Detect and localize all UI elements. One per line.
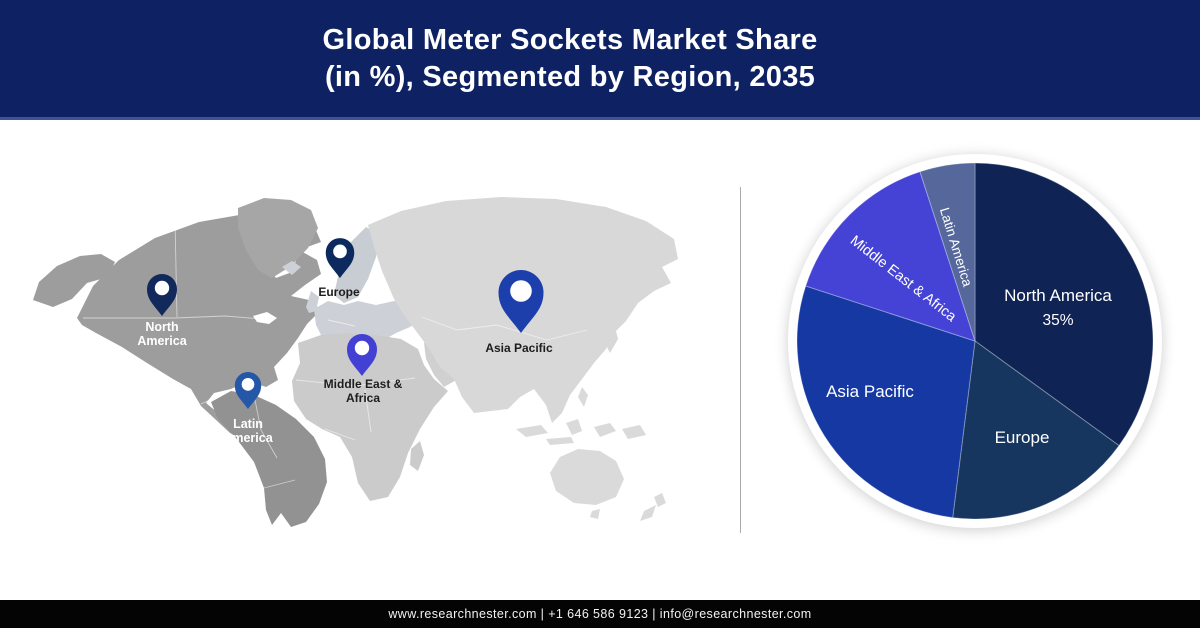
japan-landmass: [604, 315, 618, 353]
pie-chart-svg: [797, 163, 1153, 519]
pin-inner-dot: [241, 378, 255, 391]
tasmania-landmass: [590, 509, 600, 519]
australia-landmass: [550, 449, 624, 505]
label-north-america-line1: North: [145, 320, 178, 334]
pie-slice-middle-east-africa: [805, 171, 976, 342]
label-north-america-line2: America: [137, 334, 187, 348]
map-pin-europe: [325, 238, 355, 278]
page-title-line1: Global Meter Sockets Market Share: [322, 23, 818, 56]
pie-slice-latin-america: [919, 163, 976, 342]
south-america-landmass: [211, 391, 327, 527]
pin-inner-dot: [154, 280, 170, 296]
world-map-svg: North America Europe Latin America Middl…: [33, 197, 678, 527]
continents: [33, 197, 678, 527]
pin-inner-dot: [354, 340, 370, 356]
africa-landmass: [292, 333, 448, 501]
pie-slice-asia-pacific: [797, 285, 976, 519]
scandinavia-landmass: [334, 227, 380, 303]
label-middle-east-africa-line1: Middle East &: [324, 377, 403, 391]
label-middle-east-africa-line2: Africa: [346, 391, 380, 405]
footer-bar: www.researchnester.com | +1 646 586 9123…: [0, 600, 1200, 628]
new-zealand-landmass: [640, 493, 666, 521]
alaska-landmass: [33, 254, 115, 307]
map-pin-asia-pacific: [498, 270, 544, 333]
map-pin-labels: North America Europe Latin America Middl…: [137, 285, 553, 445]
madagascar-landmass: [410, 441, 424, 471]
page-title-line2: (in %), Segmented by Region, 2035: [324, 60, 816, 93]
pie-slice-europe: [952, 340, 1120, 519]
pie-label-europe: Europe: [994, 428, 1050, 447]
vertical-divider: [740, 187, 741, 533]
iceland-landmass: [282, 261, 301, 275]
pin-inner-dot: [510, 280, 532, 302]
pie-chart: North America 35% Europe Asia Pacific Mi…: [788, 154, 1162, 528]
pie-value-north-america: 35%: [1042, 312, 1074, 329]
world-map: North America Europe Latin America Middl…: [25, 190, 740, 550]
pin-inner-dot: [333, 244, 347, 259]
header-banner: Global Meter Sockets Market Share (in %)…: [0, 0, 1200, 120]
label-asia-pacific: Asia Pacific: [485, 341, 553, 355]
label-europe: Europe: [318, 285, 360, 299]
indonesia-landmass: [516, 419, 646, 445]
map-pin-north-america: [147, 274, 177, 316]
greenland-landmass: [238, 198, 318, 278]
pie-label-asia-pacific: Asia Pacific: [826, 382, 914, 401]
great-lakes: [253, 312, 277, 324]
uk-landmass: [306, 291, 319, 313]
pie-slice-north-america: [974, 163, 1153, 447]
label-latin-america-line1: Latin: [233, 417, 263, 431]
footer-contact-text: www.researchnester.com | +1 646 586 9123…: [388, 607, 812, 621]
map-pin-middle-east-africa: [347, 334, 377, 376]
philippines-landmass: [578, 387, 588, 407]
pie-label-north-america: North America: [1004, 286, 1112, 305]
north-america-landmass: [77, 214, 321, 443]
label-latin-america-line2: America: [223, 431, 273, 445]
map-pins: [147, 238, 544, 409]
country-borders: [83, 219, 588, 489]
map-pin-latin-america: [234, 372, 262, 409]
